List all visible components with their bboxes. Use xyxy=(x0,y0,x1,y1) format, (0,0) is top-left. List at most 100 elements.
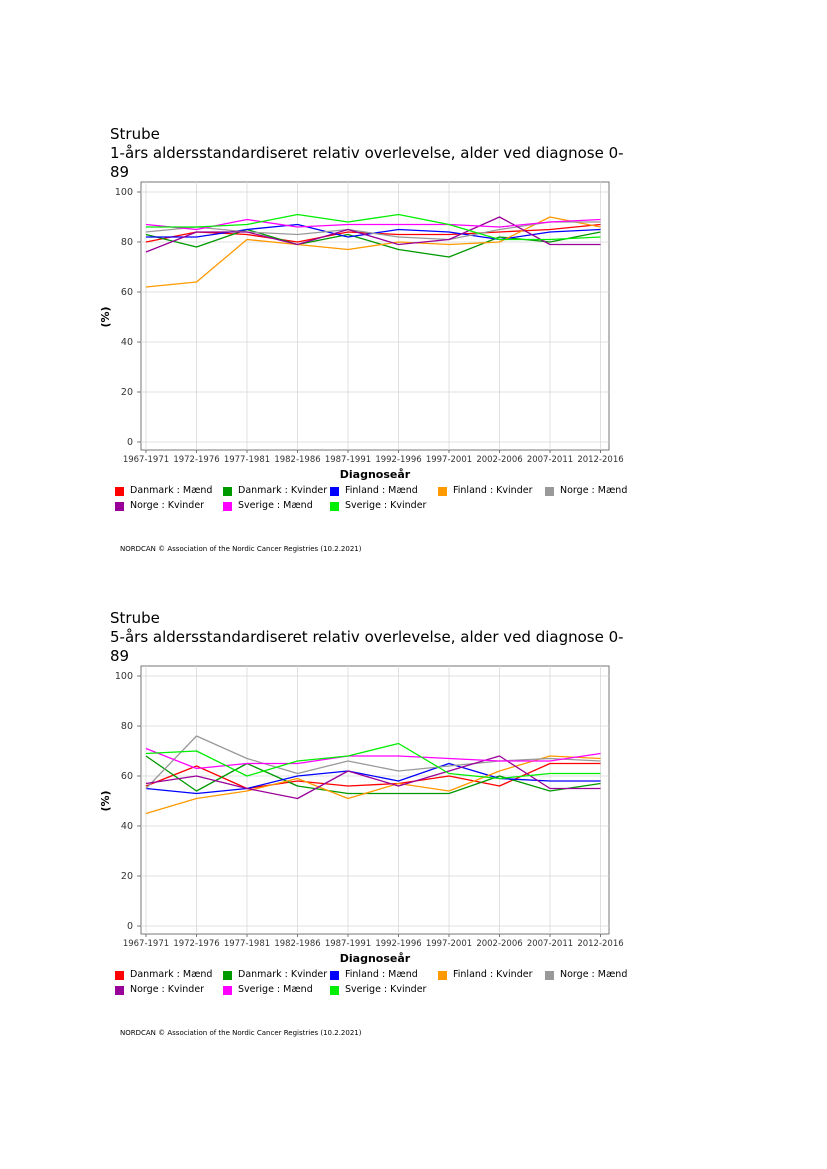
x-tick-label: 1972-1976 xyxy=(173,939,219,949)
x-tick-label: 2012-2016 xyxy=(577,939,623,949)
y-tick-label: 100 xyxy=(115,671,133,682)
legend-swatch xyxy=(115,970,124,980)
legend-item: Danmark : Kvinder xyxy=(223,969,327,981)
legend-item: Norge : Kvinder xyxy=(115,984,204,996)
legend-label: Finland : Kvinder xyxy=(453,969,533,980)
series-line xyxy=(145,755,601,795)
x-tick-label: 1982-1986 xyxy=(274,939,320,949)
chart-subtitle: 5-års aldersstandardiseret relativ overl… xyxy=(110,628,624,665)
legend-label: Danmark : Kvinder xyxy=(238,485,328,496)
y-axis-label: (%) xyxy=(99,306,112,327)
x-tick-label: 1977-1981 xyxy=(224,455,270,465)
y-tick-label: 80 xyxy=(121,237,133,248)
series-line xyxy=(145,755,601,815)
credit-text: NORDCAN © Association of the Nordic Canc… xyxy=(120,1029,362,1037)
survival-chart-5yr: 0 20 40 60 80 100 1967-1971 1972-1976 1977-1981 1… xyxy=(99,665,624,965)
legend-swatch xyxy=(330,486,339,496)
legend-item: Sverige : Mænd xyxy=(223,984,313,996)
y-tick-label: 0 xyxy=(127,437,133,448)
y-tick-label: 80 xyxy=(121,721,133,732)
legend-item: Norge : Kvinder xyxy=(115,500,204,512)
legend-swatch xyxy=(223,501,232,511)
x-tick-label: 1977-1981 xyxy=(224,939,270,949)
legend-label: Norge : Kvinder xyxy=(130,984,205,995)
y-tick-label: 20 xyxy=(121,387,133,398)
legend-item: Sverige : Kvinder xyxy=(330,984,426,996)
x-tick-label: 2012-2016 xyxy=(577,455,623,465)
chart-title: Strube xyxy=(110,125,160,143)
y-tick-label: 40 xyxy=(121,337,133,348)
plot-area xyxy=(140,665,610,935)
series-line xyxy=(145,221,601,241)
legend-label: Sverige : Kvinder xyxy=(345,984,427,995)
series-line xyxy=(145,762,601,795)
legend-item: Danmark : Kvinder xyxy=(223,485,327,497)
chart-subtitle: 1-års aldersstandardiseret relativ overl… xyxy=(110,144,624,181)
legend-swatch xyxy=(545,486,554,496)
legend-item: Norge : Mænd xyxy=(545,969,627,981)
x-tick-label: 2002-2006 xyxy=(476,455,522,465)
x-axis-label: Diagnoseår xyxy=(340,952,411,965)
legend-label: Norge : Mænd xyxy=(560,485,628,496)
legend-item: Finland : Kvinder xyxy=(438,485,532,497)
x-tick-label: 1982-1986 xyxy=(274,455,320,465)
legend-label: Finland : Mænd xyxy=(345,969,418,980)
y-axis-label: (%) xyxy=(99,790,112,811)
legend-item: Finland : Mænd xyxy=(330,969,418,981)
credit-text: NORDCAN © Association of the Nordic Canc… xyxy=(120,545,362,553)
series-line xyxy=(145,755,601,800)
x-tick-label: 1997-2001 xyxy=(426,939,472,949)
legend-swatch xyxy=(438,486,447,496)
series-line xyxy=(145,735,601,789)
legend-swatch xyxy=(545,970,554,980)
legend-swatch xyxy=(438,970,447,980)
x-tick-label: 1972-1976 xyxy=(173,455,219,465)
legend-label: Danmark : Kvinder xyxy=(238,969,328,980)
x-tick-label: 2002-2006 xyxy=(476,939,522,949)
legend-label: Norge : Kvinder xyxy=(130,500,205,511)
x-tick-label: 1987-1991 xyxy=(325,939,371,949)
x-tick-label: 2007-2011 xyxy=(527,455,573,465)
legend-item: Sverige : Kvinder xyxy=(330,500,426,512)
series-line xyxy=(145,216,601,253)
legend-label: Sverige : Mænd xyxy=(238,500,313,511)
legend-swatch xyxy=(223,985,232,995)
legend-swatch xyxy=(115,985,124,995)
y-tick-label: 20 xyxy=(121,871,133,882)
x-tick-label: 1967-1971 xyxy=(123,455,169,465)
legend-label: Danmark : Mænd xyxy=(130,485,213,496)
chart-title: Strube xyxy=(110,609,160,627)
x-tick-label: 2007-2011 xyxy=(527,939,573,949)
legend-swatch xyxy=(115,501,124,511)
legend-label: Norge : Mænd xyxy=(560,969,628,980)
y-tick-label: 40 xyxy=(121,821,133,832)
legend-swatch xyxy=(330,501,339,511)
chart-panel-1yr: Strube 1-års aldersstandardiseret relati… xyxy=(110,125,630,182)
y-tick-label: 100 xyxy=(115,187,133,198)
x-axis-label: Diagnoseår xyxy=(340,468,411,481)
x-tick-label: 1987-1991 xyxy=(325,455,371,465)
legend-label: Finland : Kvinder xyxy=(453,485,533,496)
series-line xyxy=(145,218,601,231)
legend-label: Danmark : Mænd xyxy=(130,969,213,980)
legend-item: Danmark : Mænd xyxy=(115,485,212,497)
legend-swatch xyxy=(115,486,124,496)
series-line xyxy=(146,213,601,241)
legend-item: Norge : Mænd xyxy=(545,485,627,497)
legend-label: Sverige : Mænd xyxy=(238,984,313,995)
series-line xyxy=(145,742,601,780)
x-tick-label: 1967-1971 xyxy=(123,939,169,949)
y-tick-label: 60 xyxy=(121,287,133,298)
chart-panel-5yr: Strube 5-års aldersstandardiseret relati… xyxy=(110,609,630,666)
y-tick-label: 60 xyxy=(121,771,133,782)
y-tick-label: 0 xyxy=(127,921,133,932)
x-tick-label: 1992-1996 xyxy=(375,455,421,465)
series-line xyxy=(145,216,601,288)
series-line xyxy=(145,747,601,770)
legend-item: Danmark : Mænd xyxy=(115,969,212,981)
legend-item: Finland : Mænd xyxy=(330,485,418,497)
legend-swatch xyxy=(223,970,232,980)
survival-chart-1yr: 0 20 40 60 80 100 1967-1971 1972-1976 1977-1981 1… xyxy=(99,181,624,481)
legend-swatch xyxy=(330,985,339,995)
legend-swatch xyxy=(330,970,339,980)
